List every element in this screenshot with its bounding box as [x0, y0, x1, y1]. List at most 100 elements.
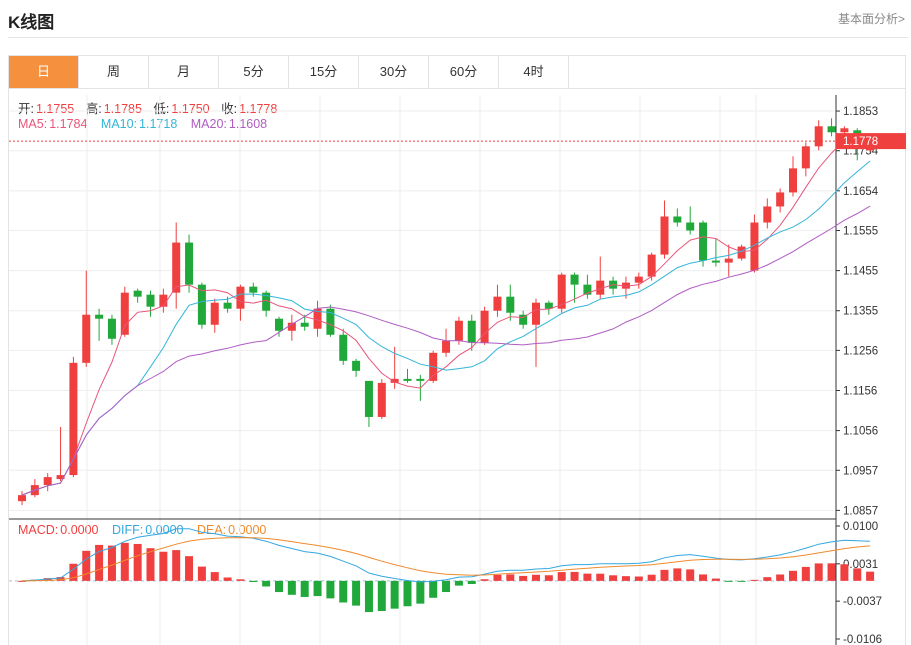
ma20-line [21, 205, 871, 496]
tab-30min[interactable]: 30分 [359, 56, 429, 88]
macd-bar [737, 580, 746, 582]
dea-label: DEA: [196, 523, 227, 537]
tab-month[interactable]: 月 [149, 56, 219, 88]
macd-bar [56, 577, 65, 581]
page-title: K线图 [8, 13, 55, 32]
price-tick-label: 1.1455 [843, 266, 878, 278]
candle-body [750, 222, 759, 271]
high-label: 高: [85, 102, 102, 116]
candle-body [172, 242, 181, 293]
last-price-marker: 1.1778 [9, 133, 906, 150]
candle-body [146, 294, 155, 307]
candle-body [647, 254, 656, 277]
ma5-value: 1.1784 [49, 117, 88, 131]
candle-body [699, 222, 708, 261]
close-label: 收: [221, 102, 238, 116]
macd-bar [107, 545, 116, 581]
tab-day[interactable]: 日 [9, 56, 79, 88]
macd-bar [711, 578, 720, 581]
candle-body [570, 274, 579, 285]
macd-bar [763, 577, 772, 581]
tab-week[interactable]: 周 [79, 56, 149, 88]
candle-body [197, 284, 206, 325]
tab-4hour[interactable]: 4时 [499, 56, 569, 88]
macd-bar [621, 576, 630, 581]
grid-lines [9, 95, 836, 645]
macd-bar [660, 569, 669, 581]
macd-bar [287, 580, 296, 595]
price-tick-label: 1.0857 [843, 505, 878, 517]
diff-value: 0.0000 [145, 523, 184, 537]
macd-bar [776, 574, 785, 581]
macd-bar [647, 574, 656, 581]
candle-body [249, 286, 258, 293]
macd-bar [801, 566, 810, 581]
macd-tick-label: 0.0100 [843, 521, 878, 533]
candle-body [596, 280, 605, 295]
price-tick-label: 1.1156 [843, 385, 877, 397]
macd-bar [377, 580, 386, 612]
candle-body [275, 318, 283, 331]
candle-body [827, 126, 836, 133]
macd-bar [467, 580, 476, 585]
macd-bar [609, 575, 618, 581]
low-value: 1.1750 [171, 102, 210, 116]
ohlc-info: 开: 1.1755 高: 1.1785 低: 1.1750 收: 1.1778 [18, 98, 279, 117]
macd-bar [699, 574, 708, 581]
ma20-value: 1.1608 [228, 117, 268, 131]
tab-15min[interactable]: 15分 [289, 56, 359, 88]
macd-bar [583, 573, 592, 581]
price-tick-label: 1.1853 [843, 106, 878, 118]
price-tick-label: 1.1555 [843, 226, 878, 238]
candle-body [583, 284, 592, 295]
macd-bar [69, 563, 78, 581]
macd-bar [429, 580, 438, 598]
macd-bar [159, 551, 168, 581]
tab-60min[interactable]: 60分 [429, 56, 499, 88]
macd-bar [339, 580, 348, 603]
candle-body [69, 362, 78, 476]
candle-body [364, 380, 373, 417]
macd-bar [275, 580, 283, 593]
macd-info: MACD: 0.0000 DIFF: 0.0000 DEA: 0.0000 [18, 523, 268, 537]
candle-body [763, 206, 772, 223]
dea-value: 0.0000 [228, 523, 267, 537]
candle-body [390, 378, 399, 383]
candle-body [185, 242, 194, 285]
candle-body [711, 260, 720, 263]
macd-bar [506, 574, 515, 581]
candle-body [737, 246, 746, 259]
candle-body [673, 216, 682, 223]
candle-body [352, 360, 361, 371]
diff-label: DIFF: [112, 523, 144, 537]
candle-body [262, 292, 271, 311]
candle-body [660, 216, 669, 255]
fundamental-analysis-link[interactable]: 基本面分析> [837, 12, 905, 26]
candle-body [56, 475, 65, 480]
macd-bar [634, 576, 643, 581]
macd-bar [18, 580, 26, 582]
candle-body [95, 314, 104, 319]
price-axis: 1.18531.17541.16541.15551.14551.13551.12… [835, 95, 882, 645]
candle-body [287, 322, 296, 331]
chart-panel [8, 89, 906, 645]
macd-bar [570, 571, 579, 581]
candle-body [339, 334, 348, 361]
macd-bar [827, 563, 836, 581]
ma5-label: MA5: [18, 117, 48, 131]
macd-histogram [9, 542, 875, 613]
candle-body [506, 296, 515, 313]
candle-body [133, 290, 142, 297]
candle-body [377, 382, 386, 417]
candle-body [416, 378, 425, 381]
moving-average-lines [21, 134, 871, 496]
tab-5min[interactable]: 5分 [219, 56, 289, 88]
macd-bar [326, 580, 335, 599]
macd-bar [390, 580, 399, 609]
macd-bar [172, 550, 181, 581]
macd-bar [95, 544, 104, 581]
candles [18, 118, 875, 506]
macd-bar [853, 568, 862, 581]
macd-bar [686, 569, 695, 581]
